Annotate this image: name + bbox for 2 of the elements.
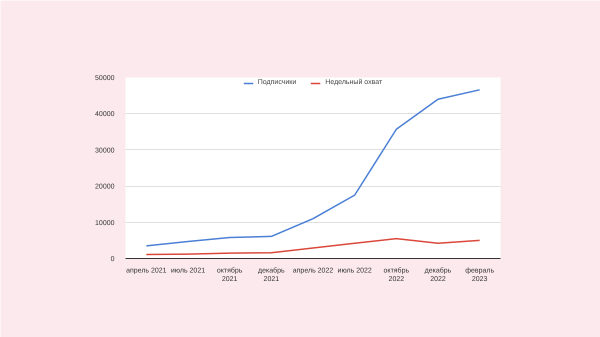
- line-series: [146, 89, 480, 247]
- line-series: [146, 238, 480, 256]
